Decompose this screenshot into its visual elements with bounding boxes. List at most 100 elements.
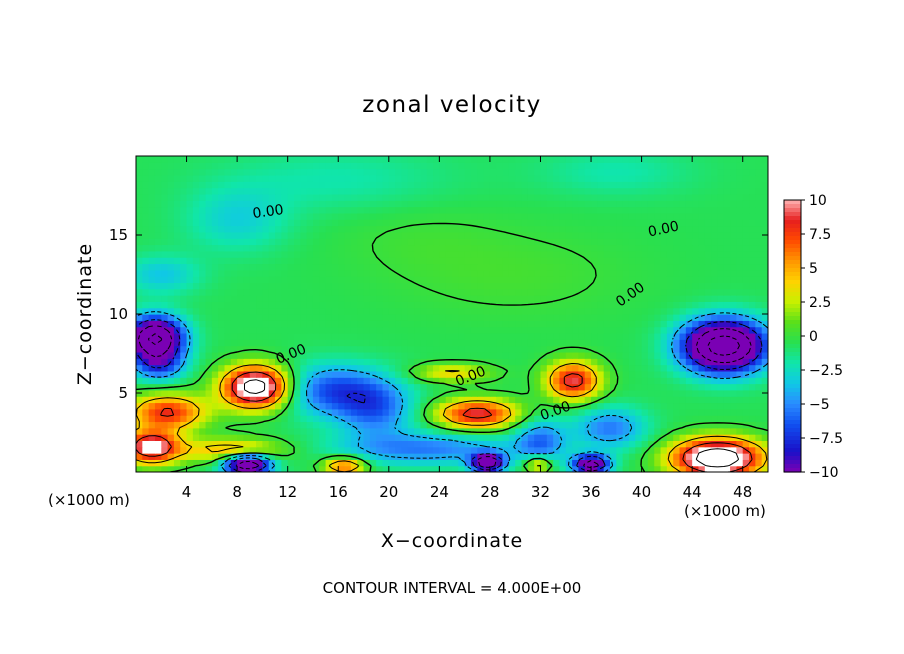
field-cell: [515, 326, 523, 334]
field-cell: [376, 389, 384, 397]
field-cell: [679, 396, 687, 404]
field-cell: [736, 314, 744, 321]
field-cell: [136, 269, 143, 277]
field-cell: [173, 206, 181, 214]
field-cell: [527, 263, 535, 271]
field-cell: [610, 282, 617, 290]
field-cell: [591, 193, 598, 201]
field-cell: [369, 219, 377, 227]
field-cell: [742, 288, 750, 296]
field-cell: [154, 174, 162, 182]
field-cell: [224, 257, 232, 265]
field-cell: [711, 415, 719, 423]
field-cell: [610, 440, 617, 448]
field-cell: [433, 231, 440, 239]
field-cell: [344, 200, 352, 208]
field-cell: [275, 276, 282, 283]
field-cell: [344, 307, 352, 315]
field-cell: [755, 193, 763, 201]
field-cell: [647, 421, 655, 429]
field-cell: [173, 193, 181, 201]
field-cell: [300, 358, 308, 366]
field-cell: [553, 156, 561, 163]
field-cell: [382, 364, 390, 372]
field-cell: [628, 377, 636, 385]
field-cell: [199, 339, 207, 347]
field-cell: [489, 446, 497, 454]
field-cell: [363, 288, 371, 296]
field-cell: [534, 345, 542, 353]
field-cell: [281, 276, 289, 283]
field-cell: [357, 193, 365, 201]
field-cell: [331, 415, 339, 423]
field-cell: [192, 168, 200, 176]
field-cell: [306, 358, 314, 366]
field-cell: [698, 200, 706, 208]
field-cell: [508, 200, 516, 208]
field-cell: [161, 244, 169, 252]
field-cell: [698, 446, 706, 454]
field-cell: [496, 200, 504, 208]
field-cell: [357, 358, 365, 366]
field-cell: [161, 231, 169, 239]
field-cell: [388, 389, 396, 397]
field-cell: [148, 326, 156, 334]
field-cell: [496, 434, 504, 441]
field-cell: [553, 301, 561, 309]
field-cell: [470, 257, 478, 265]
field-cell: [717, 200, 725, 208]
field-cell: [660, 156, 668, 163]
field-cell: [597, 181, 605, 189]
field-cell: [635, 162, 643, 170]
field-cell: [508, 307, 516, 315]
field-cell: [711, 339, 719, 347]
field-cell: [376, 181, 384, 189]
field-cell: [489, 181, 497, 189]
field-cell: [452, 351, 459, 359]
field-cell: [628, 276, 636, 283]
field-cell: [711, 453, 719, 460]
field-cell: [426, 377, 434, 385]
field-cell: [666, 351, 674, 359]
field-cell: [477, 244, 485, 252]
field-cell: [666, 231, 674, 239]
field-cell: [173, 434, 181, 441]
field-cell: [673, 244, 681, 252]
field-cell: [660, 193, 668, 201]
field-cell: [458, 219, 466, 227]
field-cell: [508, 383, 516, 391]
field-cell: [414, 459, 421, 467]
field-cell: [673, 276, 681, 283]
field-cell: [173, 427, 181, 435]
field-cell: [401, 162, 409, 170]
field-cell: [470, 345, 478, 353]
field-cell: [736, 370, 744, 378]
field-cell: [553, 314, 561, 321]
field-cell: [723, 219, 731, 227]
field-cell: [673, 257, 681, 265]
field-cell: [679, 465, 687, 472]
field-cell: [692, 276, 700, 283]
field-cell: [483, 263, 491, 271]
field-cell: [711, 351, 719, 359]
field-cell: [527, 288, 535, 296]
field-cell: [711, 187, 719, 195]
field-cell: [635, 440, 643, 448]
field-cell: [148, 295, 156, 302]
field-cell: [192, 238, 200, 246]
field-cell: [154, 351, 162, 359]
field-cell: [527, 453, 535, 460]
field-cell: [711, 250, 719, 258]
field-cell: [319, 421, 327, 429]
field-cell: [458, 250, 466, 258]
field-cell: [338, 383, 346, 391]
field-cell: [325, 263, 333, 271]
field-cell: [357, 244, 365, 252]
field-cell: [597, 389, 605, 397]
field-cell: [673, 314, 681, 321]
field-cell: [660, 402, 668, 410]
field-cell: [534, 282, 542, 290]
field-cell: [180, 219, 188, 227]
field-cell: [294, 231, 301, 239]
field-cell: [262, 238, 270, 246]
